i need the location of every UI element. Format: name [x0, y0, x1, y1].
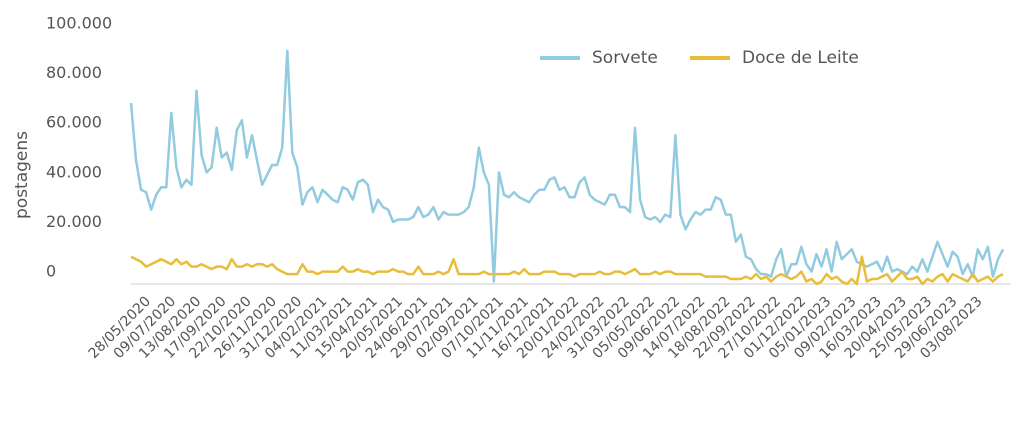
y-tick-label: 20.000: [46, 212, 102, 231]
legend-label: Doce de Leite: [742, 48, 859, 68]
y-tick-label: 0: [46, 262, 56, 281]
y-tick-label: 60.000: [46, 113, 102, 132]
y-tick-label: 40.000: [46, 162, 102, 181]
series-line: [130, 255, 1004, 286]
legend-label: Sorvete: [592, 48, 658, 68]
y-tick-label: 80.000: [46, 63, 102, 82]
y-axis-title: postagens: [12, 131, 32, 219]
series-line: [129, 49, 1005, 283]
y-tick-label: 100.000: [46, 14, 112, 33]
